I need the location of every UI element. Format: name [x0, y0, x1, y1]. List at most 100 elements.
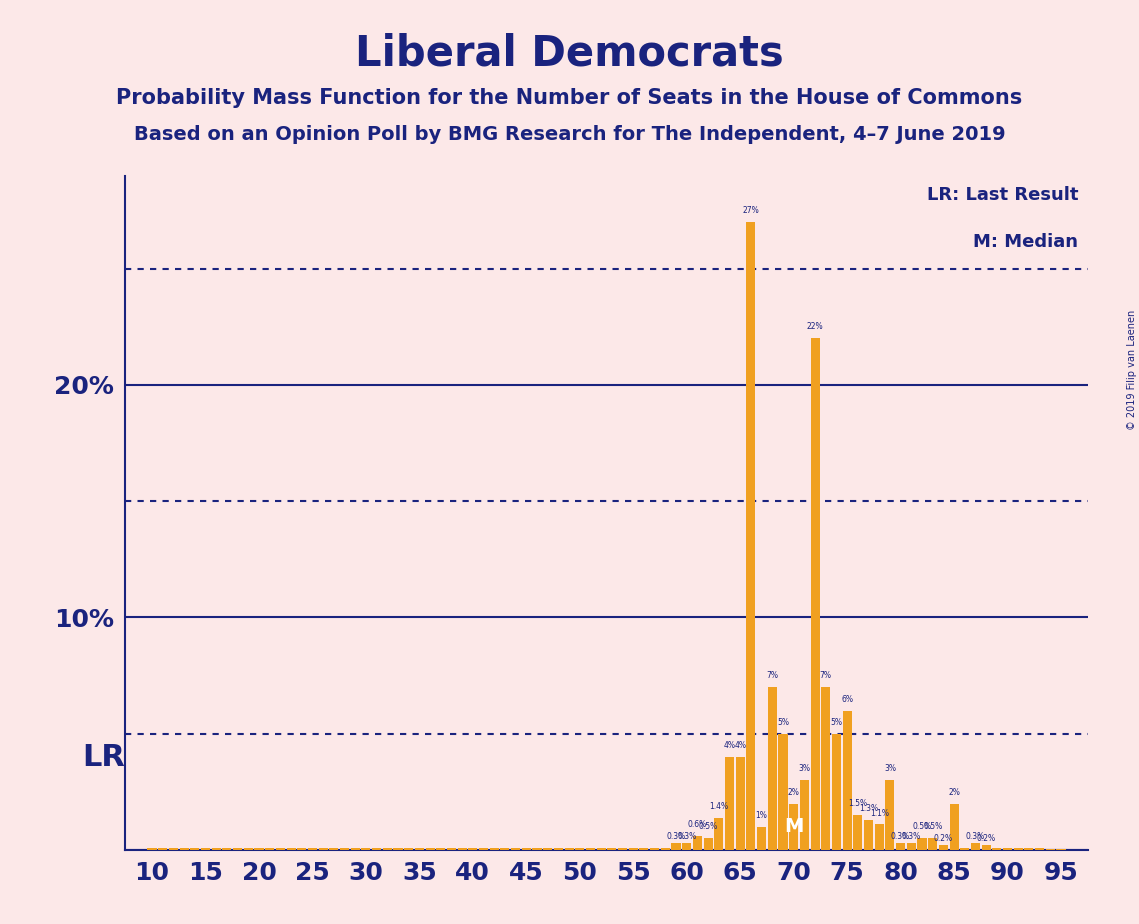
Text: 0.2%: 0.2%	[934, 834, 953, 843]
Bar	[800, 780, 809, 850]
Text: Based on an Opinion Poll by BMG Research for The Independent, 4–7 June 2019: Based on an Opinion Poll by BMG Research…	[133, 125, 1006, 144]
Bar	[885, 780, 894, 850]
Text: LR: LR	[82, 743, 125, 772]
Bar	[704, 838, 713, 850]
Bar	[372, 847, 382, 850]
Bar	[639, 847, 648, 850]
Bar	[960, 847, 969, 850]
Bar	[778, 734, 787, 850]
Text: 0.5%: 0.5%	[912, 822, 932, 832]
Bar	[339, 847, 349, 850]
Bar	[811, 338, 820, 850]
Bar	[180, 847, 189, 850]
Bar	[607, 847, 616, 850]
Bar	[554, 847, 563, 850]
Bar	[532, 847, 541, 850]
Bar	[446, 847, 456, 850]
Bar	[511, 847, 521, 850]
Bar	[200, 847, 210, 850]
Text: 3%: 3%	[884, 764, 896, 773]
Text: 0.3%: 0.3%	[677, 832, 696, 841]
Bar	[158, 847, 167, 850]
Bar	[917, 838, 926, 850]
Text: 0.3%: 0.3%	[666, 832, 686, 841]
Text: 0.3%: 0.3%	[891, 832, 910, 841]
Bar	[361, 847, 370, 850]
Bar	[768, 687, 777, 850]
Bar	[329, 847, 338, 850]
Bar	[543, 847, 552, 850]
Text: 1.4%: 1.4%	[710, 801, 728, 810]
Bar	[222, 847, 231, 850]
Text: 0.6%: 0.6%	[688, 821, 707, 829]
Text: M: Median: M: Median	[973, 233, 1079, 251]
Bar	[297, 847, 306, 850]
Bar	[468, 847, 477, 850]
Bar	[212, 847, 221, 850]
Text: M: M	[784, 818, 803, 836]
Text: 6%: 6%	[841, 695, 853, 703]
Bar	[265, 847, 274, 850]
Bar	[233, 847, 243, 850]
Bar	[393, 847, 402, 850]
Text: 7%: 7%	[820, 672, 831, 680]
Text: 3%: 3%	[798, 764, 810, 773]
Text: 2%: 2%	[948, 787, 960, 796]
Bar	[714, 818, 723, 850]
Text: 0.5%: 0.5%	[698, 822, 718, 832]
Bar	[746, 222, 755, 850]
Text: 0.3%: 0.3%	[902, 832, 921, 841]
Bar	[1046, 849, 1055, 850]
Bar	[875, 824, 884, 850]
Bar	[480, 847, 489, 850]
Bar	[404, 847, 413, 850]
Bar	[1057, 849, 1066, 850]
Bar	[522, 847, 531, 850]
Bar	[1003, 847, 1013, 850]
Bar	[585, 847, 595, 850]
Bar	[319, 847, 328, 850]
Text: 27%: 27%	[743, 206, 760, 215]
Bar	[308, 847, 317, 850]
Text: 22%: 22%	[806, 322, 823, 332]
Text: 1%: 1%	[755, 811, 768, 820]
Bar	[682, 843, 691, 850]
Bar	[661, 847, 670, 850]
Bar	[896, 843, 906, 850]
Bar	[950, 804, 959, 850]
Bar	[147, 847, 156, 850]
Bar	[426, 847, 435, 850]
Text: 5%: 5%	[777, 718, 789, 727]
Bar	[982, 845, 991, 850]
Text: © 2019 Filip van Laenen: © 2019 Filip van Laenen	[1126, 310, 1137, 430]
Bar	[831, 734, 841, 850]
Bar	[853, 815, 862, 850]
Text: 1.5%: 1.5%	[849, 799, 868, 808]
Bar	[458, 847, 467, 850]
Bar	[244, 847, 253, 850]
Bar	[693, 836, 702, 850]
Bar	[490, 847, 499, 850]
Bar	[565, 847, 574, 850]
Text: 0.5%: 0.5%	[923, 822, 942, 832]
Text: 4%: 4%	[735, 741, 746, 750]
Bar	[789, 804, 798, 850]
Text: 0.3%: 0.3%	[966, 832, 985, 841]
Bar	[757, 827, 767, 850]
Bar	[1035, 847, 1044, 850]
Bar	[1024, 847, 1033, 850]
Bar	[939, 845, 948, 850]
Text: Liberal Democrats: Liberal Democrats	[355, 32, 784, 74]
Text: LR: Last Result: LR: Last Result	[927, 186, 1079, 203]
Bar	[254, 847, 263, 850]
Bar	[415, 847, 424, 850]
Text: Probability Mass Function for the Number of Seats in the House of Commons: Probability Mass Function for the Number…	[116, 88, 1023, 108]
Text: 0.2%: 0.2%	[976, 834, 995, 843]
Bar	[190, 847, 199, 850]
Text: 4%: 4%	[723, 741, 736, 750]
Bar	[597, 847, 606, 850]
Bar	[650, 847, 659, 850]
Bar	[865, 820, 874, 850]
Bar	[843, 711, 852, 850]
Bar	[383, 847, 392, 850]
